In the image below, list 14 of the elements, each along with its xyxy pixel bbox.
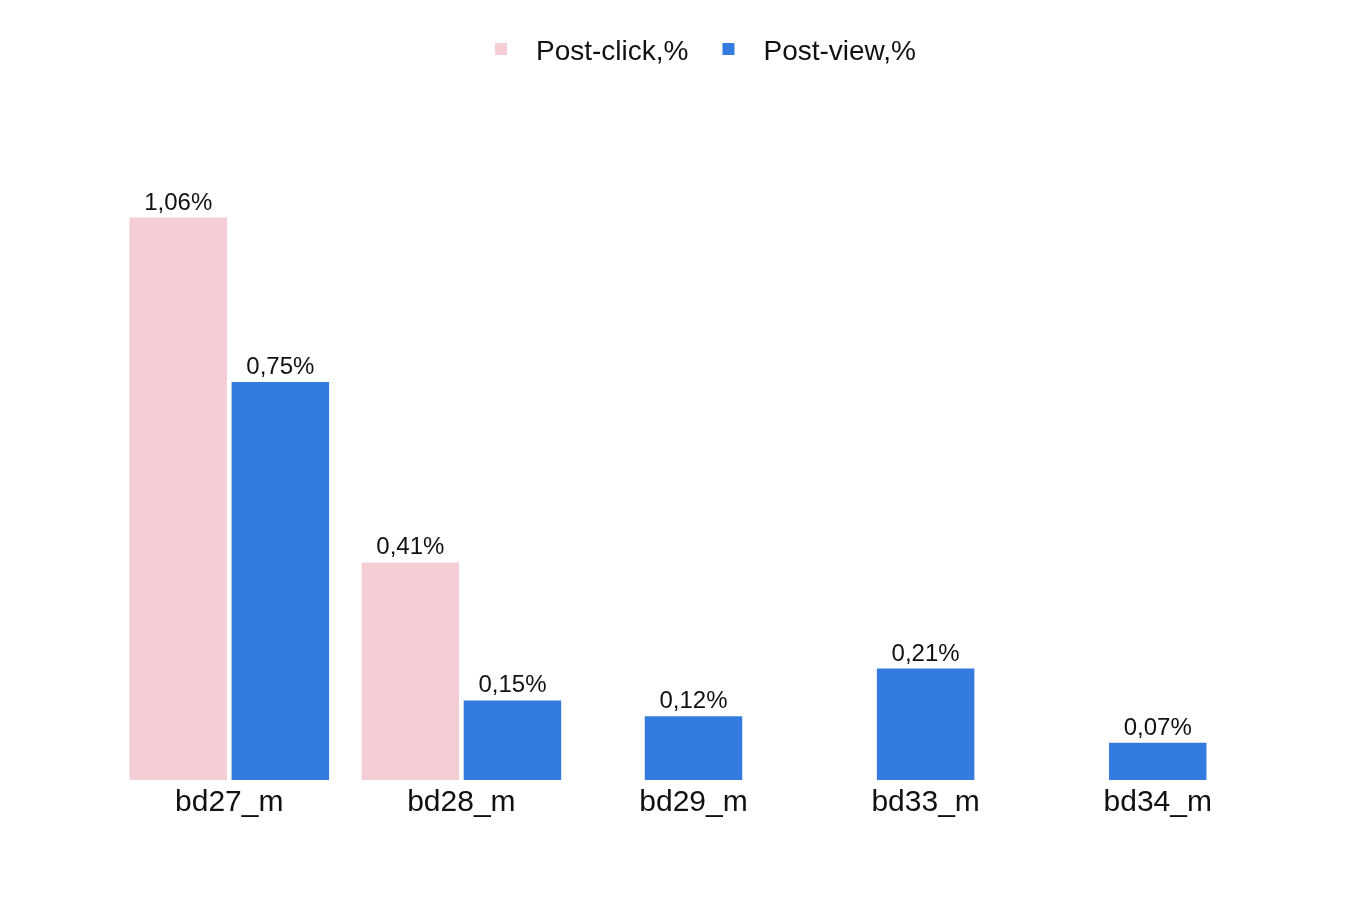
data-label: 0,07% [1123, 712, 1192, 740]
data-label: 0,12% [659, 686, 728, 714]
legend-label: Post-click,% [536, 35, 689, 67]
x-tick-label: bd33_m [871, 784, 980, 817]
data-label: 1,06% [144, 187, 213, 215]
x-tick-label: bd34_m [1103, 784, 1212, 817]
data-label: 0,15% [478, 670, 547, 698]
data-label: 0,75% [246, 352, 315, 379]
data-label: 0,41% [376, 532, 445, 560]
x-tick-label: bd28_m [407, 784, 516, 817]
x-tick-label: bd27_m [175, 784, 284, 817]
legend-label: Post-view,% [763, 35, 916, 67]
data-label: 0,21% [891, 638, 960, 666]
x-tick-label: bd29_m [639, 784, 748, 817]
